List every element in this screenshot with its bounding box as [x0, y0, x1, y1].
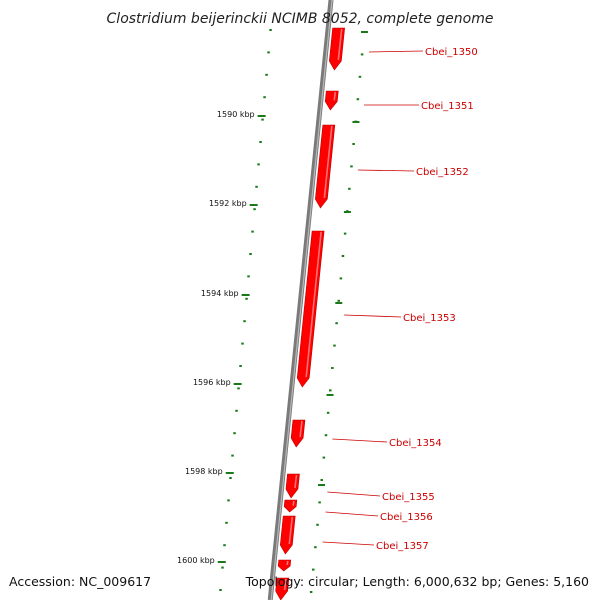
genome-backbone — [267, 0, 334, 600]
gene-arrow-body — [285, 473, 300, 499]
gene-arrow-body — [279, 515, 296, 555]
gene-label-text: Cbei_1352 — [416, 167, 469, 178]
gene-arrow-highlight — [283, 578, 287, 591]
tick-label: 1592 kbp — [209, 199, 247, 208]
gene-leader-line — [325, 511, 379, 517]
gene-label-text: Cbei_1351 — [421, 101, 474, 112]
gene-label[interactable]: Cbei_1355 — [327, 491, 435, 503]
gene-arrow-highlight — [333, 91, 337, 101]
gene-leader-line — [344, 314, 402, 318]
gene-arrow[interactable] — [290, 419, 306, 448]
tick-label: 1594 kbp — [201, 289, 239, 298]
gene-arrow[interactable] — [277, 559, 292, 572]
genome-backbone-highlight — [270, 0, 333, 600]
gene-leader-line — [327, 491, 381, 497]
gene-arrow-body — [290, 419, 306, 448]
gene-label-text: Cbei_1356 — [380, 512, 433, 523]
gene-arrow[interactable] — [324, 90, 339, 111]
gene-arrow[interactable] — [329, 27, 345, 71]
gene-label[interactable]: Cbei_1352 — [357, 167, 469, 178]
tick-label: 1600 kbp — [177, 556, 215, 565]
gene-arrow-highlight — [288, 516, 294, 545]
gene-arrow-highlight — [292, 500, 295, 506]
gene-arrow-highlight — [299, 420, 303, 438]
gene-label-text: Cbei_1353 — [403, 313, 456, 324]
accession-text: Accession: NC_009617 — [9, 574, 151, 589]
ticks-layer: 1590 kbp 1592 kbp 1594 kbp 1596 kbp 1598 kbp… — [177, 29, 368, 593]
gene-arrow[interactable] — [275, 577, 290, 600]
gene-label[interactable]: Cbei_1353 — [344, 313, 456, 324]
gene-arrow-body — [277, 559, 292, 572]
gene-arrow-body — [324, 90, 339, 111]
genes-layer — [275, 27, 345, 600]
gene-label[interactable]: Cbei_1356 — [325, 511, 433, 523]
gene-leader-line — [322, 541, 375, 546]
gene-leader-line — [332, 438, 388, 443]
gene-arrow-highlight — [305, 231, 322, 378]
gene-label[interactable]: Cbei_1350 — [369, 47, 478, 58]
gene-label-text: Cbei_1357 — [376, 541, 429, 552]
gene-label-text: Cbei_1350 — [425, 47, 478, 58]
tick-label: 1598 kbp — [185, 467, 223, 476]
gene-arrow[interactable] — [296, 230, 325, 388]
gene-label-text: Cbei_1354 — [389, 438, 442, 449]
tick-label: 1596 kbp — [193, 378, 231, 387]
gene-arrow[interactable] — [315, 124, 336, 209]
gene-arrow-body — [329, 27, 345, 71]
gene-arrow-highlight — [323, 125, 333, 199]
gene-leader-line — [357, 169, 415, 172]
gene-arrow-body — [283, 499, 298, 513]
gene-arrow-highlight — [286, 560, 289, 566]
gene-labels-layer: Cbei_1350 Cbei_1351 Cbei_1352 Cbei_1353 Cbei… — [322, 47, 478, 552]
gene-leader-line — [369, 50, 424, 53]
gene-label[interactable]: Cbei_1351 — [364, 101, 474, 112]
gene-label[interactable]: Cbei_1357 — [322, 541, 429, 552]
gene-arrow[interactable] — [279, 515, 296, 555]
gene-arrow[interactable] — [285, 473, 300, 499]
gene-arrow-highlight — [337, 28, 343, 61]
map-title: Clostridium beijerinckii NCIMB 8052, com… — [107, 11, 494, 27]
gene-label-text: Cbei_1355 — [382, 492, 435, 503]
genome-info-text: Topology: circular; Length: 6,000,632 bp… — [245, 574, 589, 589]
gene-label[interactable]: Cbei_1354 — [332, 438, 442, 449]
gene-arrow[interactable] — [283, 499, 298, 513]
backbone-layer — [267, 0, 334, 600]
gene-arrow-highlight — [294, 474, 298, 489]
tick-label: 1590 kbp — [217, 110, 255, 119]
